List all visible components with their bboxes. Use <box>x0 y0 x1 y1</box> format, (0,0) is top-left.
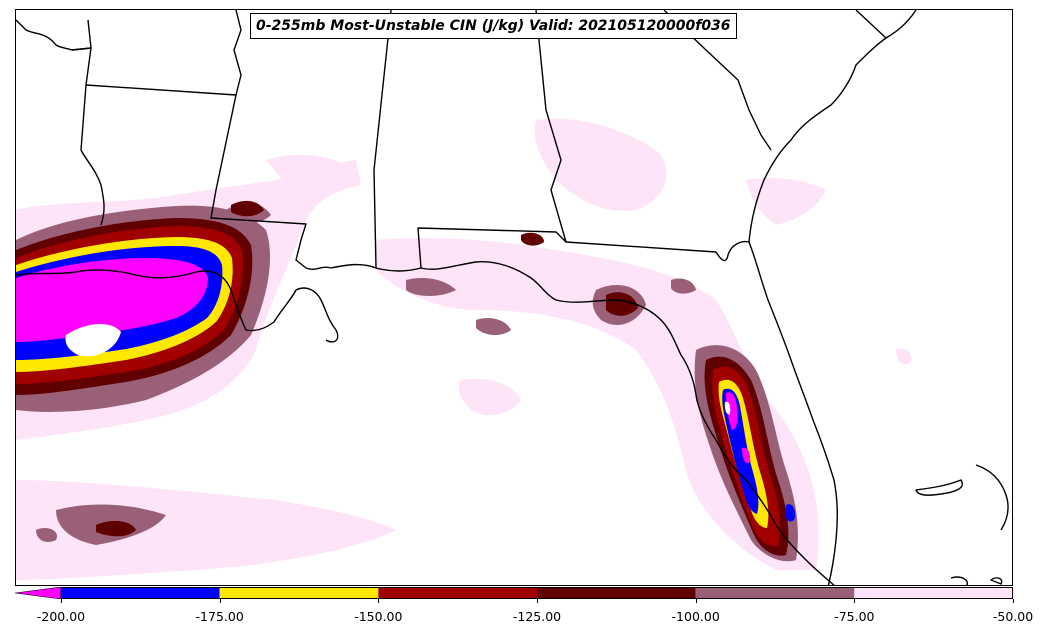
colorbar-tick-label: -150.00 <box>354 609 403 624</box>
cin-magenta-areas <box>16 258 751 464</box>
cin-map <box>16 10 1009 585</box>
colorbar-segment <box>219 587 379 599</box>
colorbar-tick-label: -125.00 <box>512 609 562 624</box>
colorbar-tick-label: -75.00 <box>834 609 875 624</box>
map-panel <box>15 9 1013 586</box>
colorbar-tick-mark <box>1013 599 1014 603</box>
colorbar-tick-mark <box>695 599 697 603</box>
colorbar-tick-mark <box>61 599 62 603</box>
colorbar-tick-mark <box>537 599 538 603</box>
colorbar-tick-label: -100.00 <box>671 609 720 624</box>
map-title: 0-255mb Most-Unstable CIN (J/kg) Valid: … <box>250 13 737 39</box>
colorbar-tick-mark <box>854 599 856 603</box>
colorbar-segment <box>695 587 855 599</box>
colorbar-tick-label: -175.00 <box>195 609 244 624</box>
colorbar-segment <box>378 587 537 599</box>
colorbar-tick-mark <box>378 599 380 603</box>
colorbar-segment <box>854 587 1013 599</box>
map-boundaries <box>16 10 1009 585</box>
colorbar-segment <box>537 587 696 599</box>
colorbar-tick-label: -50.00 <box>992 609 1034 624</box>
colorbar <box>15 587 1013 599</box>
colorbar-tick-mark <box>219 599 221 603</box>
cin-white-holes <box>65 324 731 415</box>
colorbar-segment <box>61 587 220 599</box>
colorbar-extend-triangle <box>15 587 62 599</box>
colorbar-segments <box>61 587 1013 599</box>
colorbar-tick-label: -200.00 <box>36 609 86 624</box>
